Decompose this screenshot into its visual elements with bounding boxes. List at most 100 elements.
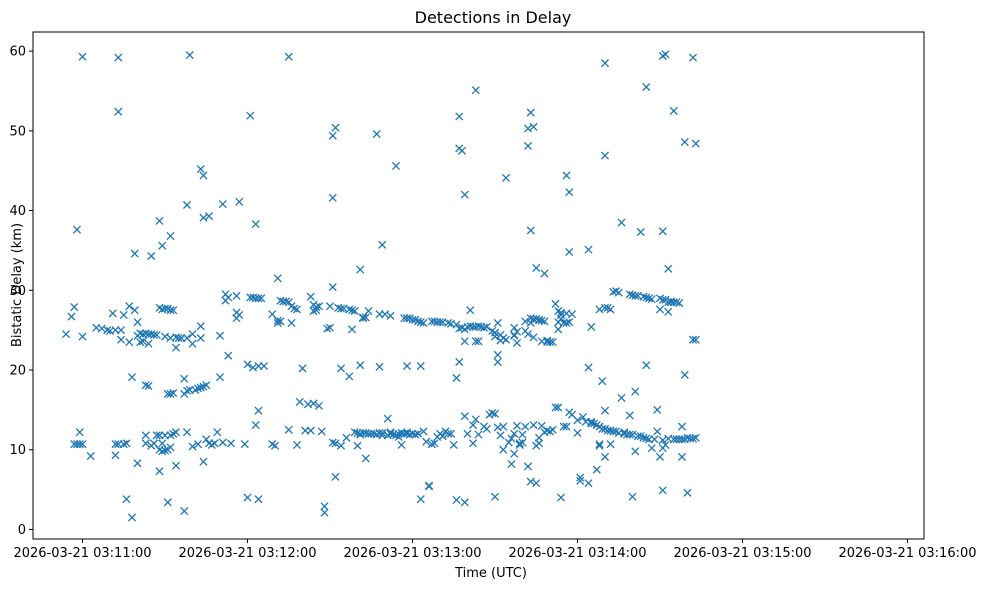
data-point	[127, 513, 137, 522]
y-axis-label: Bistatic Delay (km)	[10, 223, 25, 347]
data-point	[600, 452, 610, 461]
data-point	[111, 440, 120, 449]
data-point	[592, 465, 601, 474]
data-point	[548, 338, 557, 347]
data-point	[312, 302, 321, 312]
data-point	[147, 251, 156, 261]
chart-title: Detections in Delay	[415, 8, 572, 27]
data-point	[325, 302, 335, 311]
data-point	[598, 377, 607, 386]
data-point	[336, 304, 346, 313]
data-point	[314, 302, 324, 311]
data-point	[78, 332, 87, 341]
data-point	[573, 428, 582, 438]
data-point	[254, 495, 263, 504]
data-point	[606, 440, 615, 449]
data-point	[455, 112, 464, 121]
data-point	[158, 241, 167, 250]
data-point	[290, 304, 299, 313]
data-point	[331, 472, 340, 481]
data-point	[155, 467, 164, 476]
data-point	[119, 440, 128, 449]
data-point	[631, 387, 640, 396]
data-point	[683, 488, 692, 497]
data-point	[372, 129, 381, 139]
data-point	[584, 245, 593, 254]
data-point	[449, 440, 458, 449]
data-point	[254, 406, 263, 415]
data-point	[270, 441, 280, 450]
data-point	[424, 482, 434, 491]
data-point	[361, 454, 370, 463]
data-point	[460, 190, 469, 199]
data-point	[235, 197, 244, 206]
data-point	[510, 323, 519, 332]
data-point	[512, 338, 522, 347]
y-tick-label: 10	[9, 443, 26, 458]
data-point	[193, 440, 203, 449]
data-point	[251, 420, 260, 430]
data-point	[180, 374, 189, 383]
x-axis: 2026-03-21 03:11:00 2026-03-21 03:12:00 20…	[13, 539, 977, 561]
plot-frame	[32, 31, 925, 540]
data-point	[166, 232, 175, 241]
y-tick-label: 30	[9, 284, 26, 299]
data-point	[72, 225, 82, 234]
data-point	[576, 476, 585, 485]
data-point	[394, 432, 403, 442]
data-point	[554, 403, 563, 412]
data-point	[314, 401, 324, 410]
data-point	[490, 492, 500, 501]
data-point	[452, 320, 461, 329]
y-tick-label: 0	[18, 523, 26, 538]
data-point	[499, 445, 508, 454]
data-point	[496, 431, 505, 440]
data-point	[468, 439, 478, 448]
data-point	[600, 151, 610, 160]
data-point	[320, 508, 329, 517]
data-point	[565, 318, 574, 327]
data-point	[617, 393, 626, 402]
data-point	[490, 409, 500, 418]
data-point	[331, 123, 340, 132]
data-point	[273, 274, 282, 283]
data-point	[510, 449, 519, 458]
data-point	[320, 502, 329, 511]
data-point	[213, 428, 222, 437]
data-point	[240, 440, 249, 449]
data-point	[688, 335, 698, 344]
data-point	[565, 188, 574, 197]
data-point	[328, 283, 337, 292]
data-point	[416, 318, 425, 327]
data-point	[653, 405, 662, 414]
data-point	[309, 399, 318, 408]
data-point	[631, 291, 640, 300]
data-point	[361, 313, 370, 322]
data-point	[658, 227, 667, 236]
data-point	[323, 324, 332, 333]
data-point	[584, 479, 593, 488]
data-point	[163, 498, 172, 507]
data-point	[647, 294, 656, 304]
y-axis: 0 10 20 30 40 50 60	[9, 45, 33, 538]
y-tick-label: 60	[9, 45, 26, 60]
data-point	[166, 443, 175, 452]
data-point	[127, 373, 137, 382]
data-point	[658, 295, 667, 304]
data-point	[512, 327, 522, 336]
data-point	[501, 173, 511, 182]
data-point	[185, 51, 194, 60]
data-point	[664, 264, 673, 273]
data-point	[510, 331, 519, 340]
x-tick-label: 2026-03-21 03:14:00	[508, 546, 646, 561]
data-point	[545, 338, 555, 347]
data-point	[119, 310, 128, 320]
data-point	[111, 451, 120, 460]
data-point	[144, 339, 153, 348]
data-point	[523, 330, 533, 339]
data-point	[292, 305, 302, 314]
data-point	[529, 333, 538, 342]
data-point	[540, 269, 549, 278]
data-point	[488, 408, 497, 418]
data-point	[325, 323, 335, 332]
